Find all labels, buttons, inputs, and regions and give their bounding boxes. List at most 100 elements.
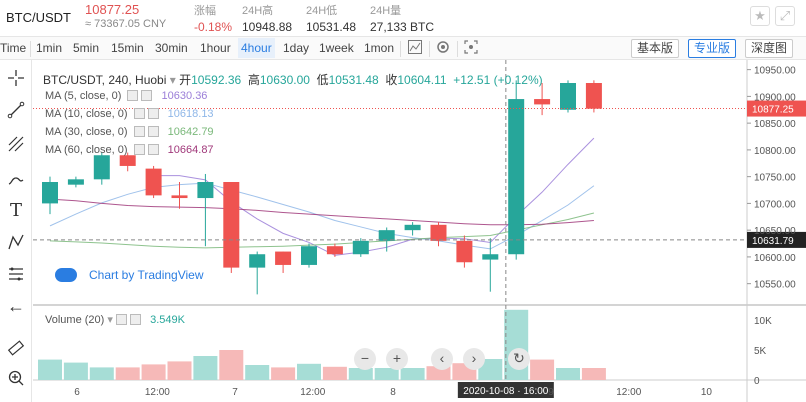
settings-icon[interactable] [133, 144, 145, 155]
timeframe-15min[interactable]: 15min [111, 41, 144, 55]
fib-icon[interactable] [4, 262, 28, 286]
candle [508, 80, 525, 260]
fullscreen-icon[interactable]: ⤢ [775, 6, 795, 26]
pair-name: BTC/USDT [6, 10, 71, 25]
candle [456, 235, 473, 268]
candle [585, 80, 602, 113]
timeframe-30min[interactable]: 30min [155, 41, 188, 55]
price-chart[interactable]: 10877.25 10631.79 2020-10-08 · 16:00 10950… [33, 60, 806, 402]
scroll-left-button[interactable]: ‹ [431, 348, 453, 370]
text-icon[interactable]: T [9, 199, 22, 221]
settings-icon[interactable] [133, 126, 145, 137]
ma-value: 10664.87 [167, 144, 214, 156]
candle-body [145, 168, 162, 196]
symbol-label: BTC/USDT, 240, Huobi [43, 73, 167, 87]
volume-bar [348, 368, 373, 380]
crosshair-time-label: 2020-10-08 · 16:00 [463, 386, 549, 397]
star-icon[interactable]: ★ [750, 6, 770, 26]
zoom-in-icon[interactable] [4, 366, 28, 390]
settings-icon[interactable] [127, 90, 139, 101]
candle-body [560, 83, 576, 110]
back-arrow-icon[interactable]: ← [7, 295, 25, 316]
reset-chart-button[interactable]: ↻ [508, 348, 530, 370]
timeframe-1week[interactable]: 1week [319, 41, 354, 55]
candle [42, 176, 58, 215]
volume-legend: Volume (20) ▾ 3.549K [45, 314, 185, 326]
ruler-icon[interactable] [4, 336, 28, 360]
ma-value: 10630.36 [161, 90, 208, 102]
time-tick-label: 6 [74, 387, 80, 398]
volume-tick-label: 0 [754, 376, 760, 387]
indicator-icon[interactable] [406, 40, 424, 58]
chart-toolbar: Time 1min 5min 15min 30min 1hour 4hour 1… [0, 36, 806, 60]
stat-volume: 24H量 27,133 BTC [370, 2, 434, 34]
cloud-icon [55, 268, 77, 282]
candle [534, 83, 551, 116]
brush-icon[interactable] [4, 166, 28, 190]
zoom-in-button[interactable]: + [386, 348, 408, 370]
volume-bar [193, 356, 218, 380]
time-tick-label: 12:00 [145, 387, 170, 398]
view-pro-button[interactable]: 专业版 [688, 39, 737, 58]
view-basic-button[interactable]: 基本版 [631, 39, 680, 58]
candle [404, 222, 421, 236]
close-icon[interactable] [141, 90, 153, 101]
candle-body [404, 224, 421, 231]
close-icon[interactable] [130, 314, 142, 325]
chart-canvas[interactable]: 10877.25 10631.79 2020-10-08 · 16:00 10950… [33, 60, 806, 402]
candle-body [430, 224, 447, 241]
timeframe-5min[interactable]: 5min [73, 41, 100, 55]
time-tick-label: 9 [548, 387, 554, 398]
pitchfork-icon[interactable] [4, 132, 28, 156]
view-depth-button[interactable]: 深度图 [745, 39, 794, 58]
volume-bar [297, 363, 321, 380]
close-icon[interactable] [147, 144, 159, 155]
ma-label: MA (10, close, 0) [45, 108, 128, 120]
stat-label: 24H低 [306, 5, 338, 17]
tradingview-watermark[interactable]: Chart by TradingView [55, 268, 204, 282]
settings-icon[interactable] [115, 314, 127, 325]
candle [145, 165, 162, 199]
price-tick-label: 10850.00 [754, 119, 796, 130]
high-value: 10630.00 [259, 73, 310, 87]
trendline-icon[interactable] [4, 98, 28, 122]
candle-body [42, 182, 58, 204]
ma-legend-row: MA (30, close, 0) 10642.79 [45, 126, 214, 138]
zoom-out-button[interactable]: − [354, 348, 376, 370]
pattern-icon[interactable] [4, 230, 28, 254]
scroll-right-button[interactable]: › [463, 348, 485, 370]
volume-bar [478, 359, 503, 380]
ma-line [49, 212, 595, 249]
timeframe-1hour[interactable]: 1hour [200, 41, 231, 55]
timeframe-1day[interactable]: 1day [283, 41, 310, 55]
candle-body [378, 230, 395, 241]
close-icon[interactable] [147, 108, 159, 119]
candle [560, 80, 576, 113]
divider [429, 41, 430, 57]
stat-low: 24H低 10531.48 [306, 2, 356, 34]
price-tick-label: 10700.00 [754, 199, 796, 210]
crosshair-icon[interactable] [4, 66, 28, 90]
settings-icon[interactable] [133, 108, 145, 119]
candle [249, 251, 266, 295]
volume-bar [374, 368, 399, 380]
stat-value: -0.18% [194, 20, 233, 34]
settings-icon[interactable] [434, 40, 452, 58]
screenshot-icon[interactable] [462, 40, 480, 58]
crosshair-price-tag [747, 231, 806, 248]
candle-body [352, 240, 369, 255]
timeframe-1min[interactable]: 1min [36, 41, 63, 55]
candle [482, 238, 499, 292]
candle [223, 182, 240, 273]
candle [67, 176, 84, 188]
candle-body [197, 182, 214, 199]
timeframe-1mon[interactable]: 1mon [364, 41, 395, 55]
candle-body [482, 254, 499, 260]
timeframe-4hour[interactable]: 4hour [238, 38, 275, 58]
volume-bar [245, 365, 270, 380]
close-icon[interactable] [147, 126, 159, 137]
timeframe-time[interactable]: Time [0, 41, 27, 55]
price-cny: ≈ 73367.05 CNY [85, 18, 167, 30]
ma-value: 10642.79 [167, 126, 214, 138]
candle [93, 152, 110, 185]
